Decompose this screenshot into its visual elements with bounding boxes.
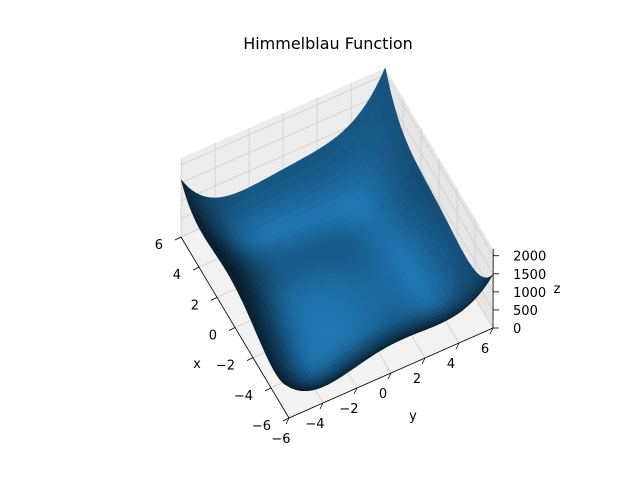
z-tick-label: 1000 xyxy=(513,286,546,301)
x-tick xyxy=(282,417,290,422)
y-tick-label: −6 xyxy=(271,432,290,447)
y-tick-label: 4 xyxy=(447,357,455,372)
x-tick-label: 4 xyxy=(173,268,181,283)
y-tick xyxy=(421,357,426,365)
y-tick xyxy=(455,342,460,350)
y-tick xyxy=(353,387,358,395)
x-tick-label: 0 xyxy=(209,329,217,344)
y-axis-label: y xyxy=(409,409,417,424)
x-axis-label: x xyxy=(193,357,201,372)
x-tick-label: −6 xyxy=(252,419,271,434)
x-tick-label: 6 xyxy=(155,238,163,253)
z-tick-label: 500 xyxy=(513,304,538,319)
x-tick-label: −4 xyxy=(234,389,253,404)
x-tick xyxy=(210,296,218,301)
x-tick-label: 2 xyxy=(191,298,199,313)
z-tick-label: 2000 xyxy=(513,250,546,265)
x-tick xyxy=(174,236,182,241)
y-tick-label: −2 xyxy=(339,402,358,417)
x-tick xyxy=(228,327,236,331)
x-tick-label: −2 xyxy=(216,359,235,374)
z-tick-label: 1500 xyxy=(513,268,546,283)
y-tick xyxy=(387,372,392,380)
surface-facet xyxy=(380,67,389,92)
y-tick-label: −4 xyxy=(305,417,324,432)
z-tick-label: 0 xyxy=(513,322,521,337)
y-tick-label: 6 xyxy=(481,342,489,357)
y-tick-label: 2 xyxy=(413,372,421,387)
z-axis-label: z xyxy=(554,282,561,297)
y-tick xyxy=(285,417,290,425)
y-tick-label: 0 xyxy=(379,387,387,402)
x-tick xyxy=(246,357,254,362)
surface-mesh xyxy=(180,67,494,392)
y-tick xyxy=(319,402,324,410)
chart-title: Himmelblau Function xyxy=(243,34,413,53)
y-tick xyxy=(489,327,494,335)
x-tick xyxy=(192,266,200,271)
x-tick xyxy=(264,387,272,392)
